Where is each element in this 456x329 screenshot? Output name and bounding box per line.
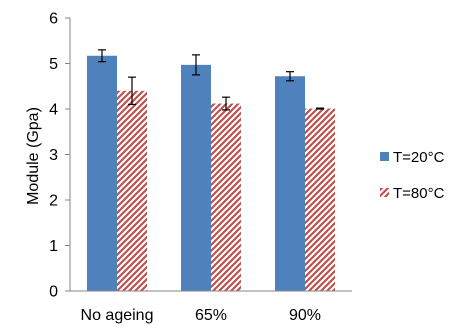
bar-t80 — [117, 90, 147, 291]
bar-t20 — [275, 76, 305, 292]
y-tick-label: 6 — [49, 11, 58, 28]
y-tick-label: 3 — [49, 147, 58, 164]
legend: T=20°C T=80°C — [380, 149, 445, 202]
bar-t20 — [87, 55, 117, 291]
x-axis: No ageing 65% 90% — [70, 290, 352, 324]
y-tick-label: 5 — [49, 56, 58, 73]
y-tick-label: 2 — [49, 193, 58, 210]
plot-area — [87, 49, 335, 292]
legend-swatch — [380, 152, 389, 161]
x-tick-label: 65% — [195, 307, 227, 324]
legend-label: T=80°C — [393, 185, 445, 202]
bar-t20 — [181, 64, 211, 292]
bar-t80 — [211, 103, 241, 291]
legend-swatch — [380, 188, 389, 197]
y-axis-label: Module (Gpa) — [25, 107, 42, 205]
bar-t80 — [305, 108, 335, 291]
x-tick-label: No ageing — [81, 307, 154, 324]
y-axis: 0 1 2 3 4 5 6 — [49, 11, 71, 301]
y-tick-label: 4 — [49, 102, 58, 119]
y-tick-label: 0 — [49, 284, 58, 301]
legend-label: T=20°C — [393, 149, 445, 166]
y-tick-label: 1 — [49, 238, 58, 255]
x-tick-label: 90% — [289, 307, 321, 324]
